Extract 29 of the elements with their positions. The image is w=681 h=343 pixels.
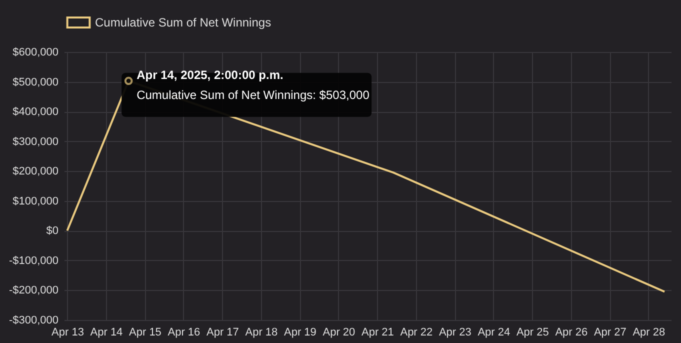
y-tick-label: $200,000 bbox=[12, 166, 58, 178]
x-tick-label: Apr 22 bbox=[400, 326, 433, 338]
legend-label: Cumulative Sum of Net Winnings bbox=[95, 16, 272, 30]
y-tick-label: $400,000 bbox=[12, 106, 58, 118]
x-tick-label: Apr 26 bbox=[555, 326, 588, 338]
y-tick-label: $100,000 bbox=[12, 195, 58, 208]
x-tick-label: Apr 25 bbox=[516, 326, 549, 338]
y-tick-label: $300,000 bbox=[12, 136, 58, 148]
x-tick-label: Apr 20 bbox=[322, 326, 356, 338]
x-tick-label: Apr 16 bbox=[168, 326, 200, 338]
y-tick-label: $0 bbox=[46, 225, 58, 238]
x-tick-label: Apr 21 bbox=[361, 326, 394, 338]
x-tick-label: Apr 17 bbox=[206, 326, 239, 338]
x-tick-label: Apr 19 bbox=[284, 326, 316, 338]
y-tick-label: $500,000 bbox=[12, 76, 58, 88]
x-tick-label: Apr 23 bbox=[438, 326, 472, 338]
x-tick-label: Apr 14 bbox=[90, 326, 123, 338]
annotation: Apr 14, 2025, 2:00:00 p.m. bbox=[136, 68, 284, 82]
x-tick-label: Apr 28 bbox=[632, 326, 666, 338]
x-tick-label: Apr 15 bbox=[129, 326, 162, 338]
annotation: Cumulative Sum of Net Winnings: $503,000 bbox=[136, 88, 370, 102]
y-tick-label: -$300,000 bbox=[8, 314, 58, 326]
x-tick-label: Apr 27 bbox=[594, 326, 626, 338]
x-tick-label: Apr 18 bbox=[245, 326, 278, 338]
y-tick-label: -$200,000 bbox=[8, 284, 58, 297]
x-tick-label: Apr 24 bbox=[478, 326, 510, 338]
y-tick-label: -$100,000 bbox=[8, 254, 58, 267]
y-tick-label: $600,000 bbox=[12, 46, 58, 58]
x-tick-label: Apr 13 bbox=[52, 326, 84, 338]
